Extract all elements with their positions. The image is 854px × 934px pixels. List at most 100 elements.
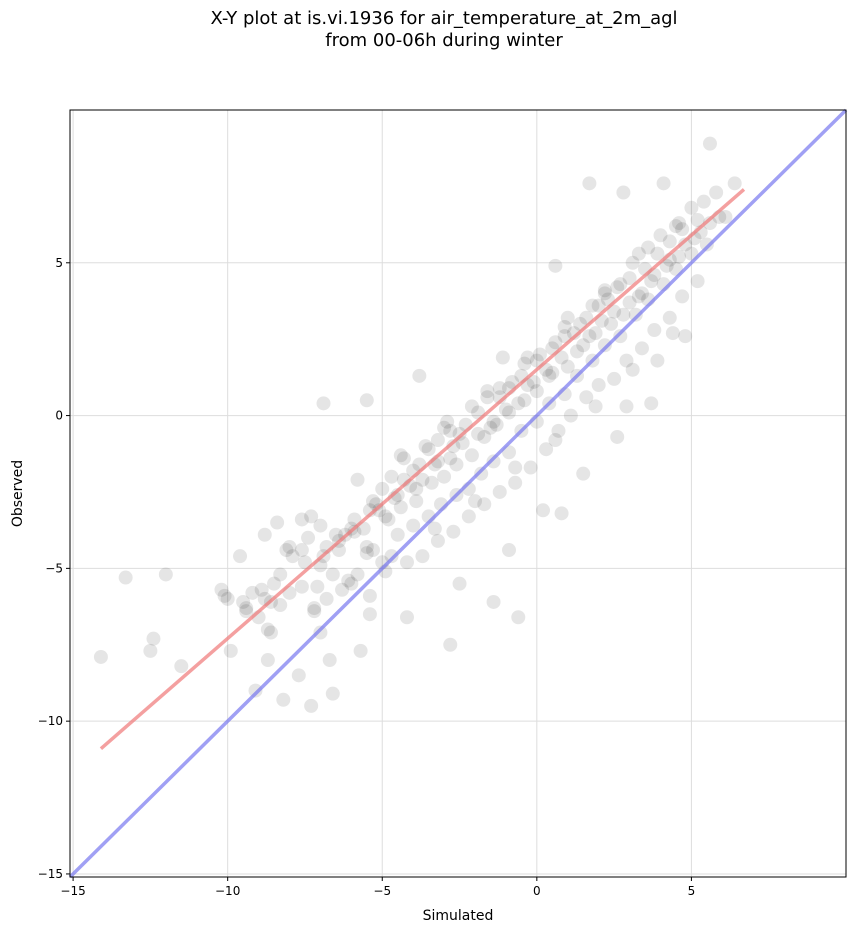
- data-point: [511, 610, 526, 625]
- data-point: [310, 579, 325, 594]
- data-point: [668, 219, 683, 234]
- data-point: [576, 338, 591, 353]
- data-point: [304, 509, 319, 524]
- data-point: [517, 393, 532, 408]
- data-point: [359, 546, 374, 561]
- data-point: [492, 484, 507, 499]
- data-point: [424, 475, 439, 490]
- data-point: [613, 277, 628, 292]
- data-point: [455, 436, 470, 451]
- data-point: [582, 176, 597, 191]
- data-point: [446, 524, 461, 539]
- data-point: [341, 573, 356, 588]
- data-point: [263, 625, 278, 640]
- data-point: [325, 567, 340, 582]
- reference-lines: [68, 108, 848, 879]
- data-point: [220, 591, 235, 606]
- data-point: [690, 213, 705, 228]
- data-point: [554, 506, 569, 521]
- data-point: [480, 384, 495, 399]
- data-point: [239, 601, 254, 616]
- data-point: [291, 668, 306, 683]
- data-point: [437, 469, 452, 484]
- data-point: [532, 347, 547, 362]
- data-point: [483, 420, 498, 435]
- data-point: [610, 429, 625, 444]
- data-point: [396, 451, 411, 466]
- data-point: [375, 481, 390, 496]
- data-point: [471, 426, 486, 441]
- data-point: [146, 631, 161, 646]
- data-point: [409, 494, 424, 509]
- data-point: [588, 326, 603, 341]
- data-point: [335, 582, 350, 597]
- data-point: [511, 396, 526, 411]
- data-point: [248, 683, 263, 698]
- data-point: [718, 209, 733, 224]
- data-point: [307, 604, 322, 619]
- data-point: [399, 555, 414, 570]
- data-point: [709, 185, 724, 200]
- data-point: [353, 643, 368, 658]
- data-point: [480, 390, 495, 405]
- data-point: [622, 271, 637, 286]
- data-point: [430, 433, 445, 448]
- data-point: [616, 307, 631, 322]
- data-point: [607, 304, 622, 319]
- data-point: [474, 466, 489, 481]
- y-tick-label: −5: [45, 561, 63, 575]
- data-point: [665, 326, 680, 341]
- data-point: [233, 549, 248, 564]
- data-point: [557, 329, 572, 344]
- data-point: [294, 543, 309, 558]
- data-point: [545, 365, 560, 380]
- data-point: [498, 402, 513, 417]
- data-point: [378, 509, 393, 524]
- data-point: [257, 527, 272, 542]
- data-point: [548, 433, 563, 448]
- data-point: [294, 579, 309, 594]
- data-point: [415, 472, 430, 487]
- data-point: [452, 576, 467, 591]
- data-point: [486, 414, 501, 429]
- data-point: [634, 341, 649, 356]
- data-point: [557, 319, 572, 334]
- data-point: [239, 604, 254, 619]
- data-point: [359, 539, 374, 554]
- data-point: [477, 497, 492, 512]
- data-point: [461, 509, 476, 524]
- data-point: [446, 439, 461, 454]
- data-point: [270, 515, 285, 530]
- data-point: [313, 518, 328, 533]
- data-point: [495, 350, 510, 365]
- data-point: [214, 582, 229, 597]
- data-point: [662, 234, 677, 249]
- data-point: [440, 414, 455, 429]
- data-point: [576, 466, 591, 481]
- data-point: [285, 549, 300, 564]
- data-point: [267, 576, 282, 591]
- data-point: [406, 518, 421, 533]
- data-point: [675, 289, 690, 304]
- x-tick-label: 0: [533, 884, 541, 898]
- data-point: [631, 246, 646, 261]
- data-point: [486, 454, 501, 469]
- data-point: [273, 567, 288, 582]
- y-tick-label: 0: [55, 409, 63, 423]
- y-tick-label: 5: [55, 256, 63, 270]
- data-point: [502, 543, 517, 558]
- data-point: [625, 362, 640, 377]
- data-point: [548, 335, 563, 350]
- data-point: [254, 582, 269, 597]
- data-point: [464, 399, 479, 414]
- x-axis-label: Simulated: [423, 908, 494, 924]
- data-point: [322, 653, 337, 668]
- data-point: [678, 329, 693, 344]
- data-point: [619, 353, 634, 368]
- data-point: [591, 298, 606, 313]
- scatter-points: [93, 136, 742, 713]
- data-point: [350, 472, 365, 487]
- data-point: [307, 601, 322, 616]
- data-point: [437, 420, 452, 435]
- data-point: [301, 530, 316, 545]
